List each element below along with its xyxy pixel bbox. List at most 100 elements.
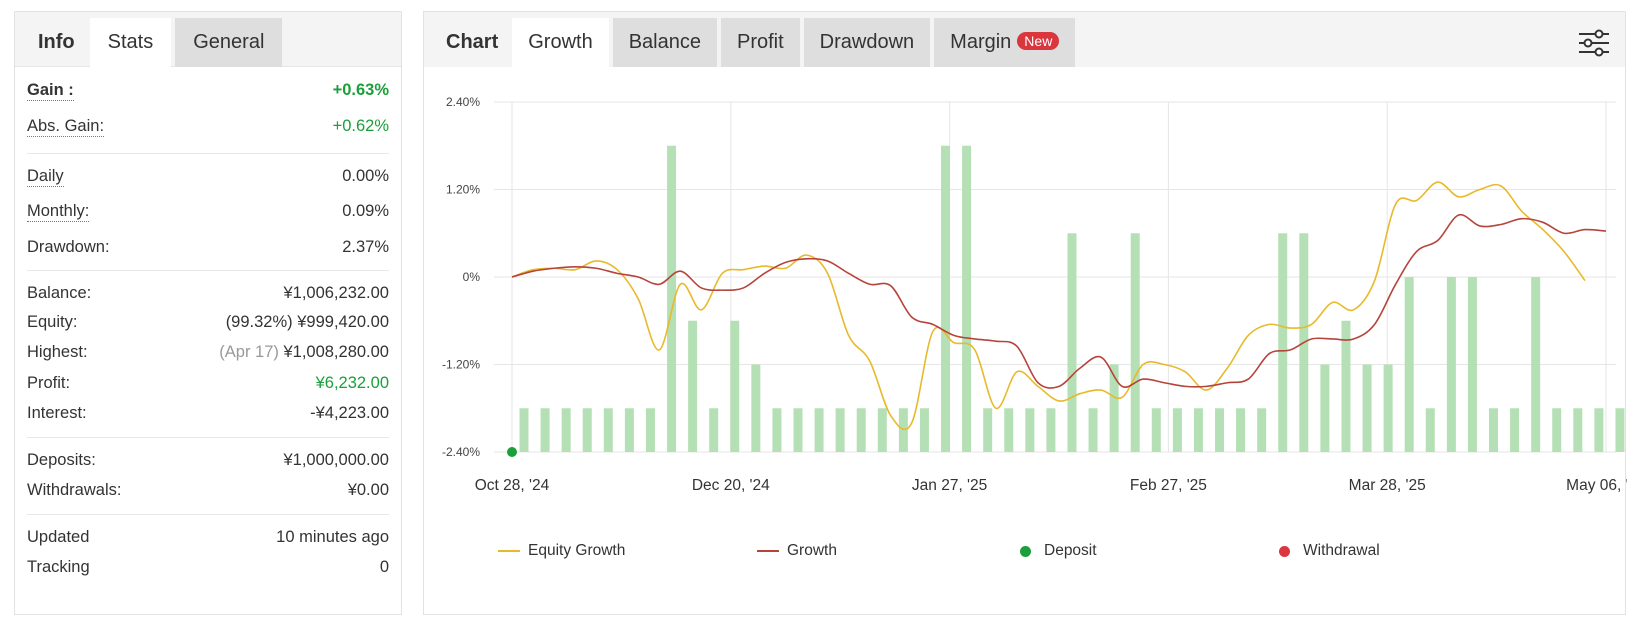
- bar: [1489, 408, 1499, 452]
- legend-growth[interactable]: Growth: [757, 542, 837, 560]
- deposits-value: ¥1,000,000.00: [283, 450, 389, 469]
- bar: [1046, 408, 1056, 452]
- bar: [1193, 408, 1203, 452]
- bar: [1257, 408, 1267, 452]
- bar: [1510, 408, 1520, 452]
- x-tick-label: May 06, '25: [1566, 477, 1627, 494]
- tab-growth[interactable]: Growth: [512, 18, 609, 67]
- bar: [519, 408, 529, 452]
- bar: [877, 408, 887, 452]
- bar: [962, 145, 972, 452]
- bar: [1236, 408, 1246, 452]
- stats-tabs: Info Stats General: [15, 12, 401, 67]
- tab-general[interactable]: General: [175, 18, 283, 67]
- drawdown-row: Drawdown: 2.37%: [27, 230, 389, 264]
- balance-row: Balance: ¥1,006,232.00: [27, 271, 389, 307]
- tab-info[interactable]: Info: [38, 31, 75, 53]
- chart-legend: Equity Growth Growth Deposit Withdrawal: [424, 542, 1627, 572]
- legend-equity-label: Equity Growth: [528, 542, 626, 559]
- divider: [27, 437, 389, 438]
- y-tick-label: -2.40%: [442, 445, 480, 459]
- bar: [624, 408, 634, 452]
- daily-row: Daily 0.00%: [27, 154, 389, 192]
- tab-chart[interactable]: Chart: [446, 31, 499, 53]
- bar: [540, 408, 550, 452]
- chart-panel: Chart Growth Balance Profit Drawdown Mar…: [423, 11, 1637, 615]
- x-tick-label: Jan 27, '25: [912, 477, 987, 494]
- interest-label: Interest:: [27, 403, 87, 422]
- bar: [919, 408, 929, 452]
- series-line-growth: [511, 213, 1607, 389]
- gain-value: +0.63%: [332, 80, 389, 99]
- bar: [1172, 408, 1182, 452]
- interest-value: -¥4,223.00: [310, 403, 389, 422]
- equity-row: Equity: (99.32%) ¥999,420.00: [27, 307, 389, 337]
- bar: [1088, 408, 1098, 452]
- legend-deposit-label: Deposit: [1044, 542, 1097, 559]
- gain-label[interactable]: Gain :: [27, 80, 74, 101]
- stats-list: Gain : +0.63% Abs. Gain: +0.62% Daily 0.…: [15, 67, 401, 582]
- legend-equity-growth[interactable]: Equity Growth: [498, 542, 625, 560]
- sliders-icon[interactable]: [1577, 28, 1611, 58]
- bar: [709, 408, 719, 452]
- bar: [772, 408, 782, 452]
- deposit-point: [507, 447, 517, 457]
- y-tick-label: 2.40%: [446, 95, 480, 109]
- bar: [603, 408, 613, 452]
- balance-label: Balance:: [27, 283, 92, 302]
- monthly-label[interactable]: Monthly:: [27, 201, 90, 222]
- bar: [730, 320, 740, 452]
- bar: [1025, 408, 1035, 452]
- bar: [1594, 408, 1604, 452]
- updated-label: Updated: [27, 527, 90, 546]
- bar: [1004, 408, 1014, 452]
- x-tick-label: Mar 28, '25: [1349, 477, 1426, 494]
- bar: [983, 408, 993, 452]
- bar: [1446, 277, 1456, 452]
- bar: [1067, 233, 1077, 452]
- bar: [1151, 408, 1161, 452]
- new-badge: New: [1017, 32, 1060, 50]
- divider: [27, 514, 389, 515]
- growth-chart: 2.40% 1.20% 0% -1.20% -2.40% Oct 28, '24 Dec 2…: [424, 72, 1637, 542]
- bar: [941, 145, 951, 452]
- highest-label: Highest:: [27, 343, 88, 361]
- tracking-row: Tracking 0: [27, 552, 389, 582]
- tab-stats[interactable]: Stats: [89, 18, 172, 67]
- chart-tabs: Chart Growth Balance Profit Drawdown Mar…: [424, 12, 1625, 67]
- profit-row: Profit: ¥6,232.00: [27, 368, 389, 398]
- legend-withdrawal[interactable]: Withdrawal: [1279, 542, 1380, 560]
- legend-deposit[interactable]: Deposit: [1020, 542, 1097, 560]
- bar: [835, 408, 845, 452]
- legend-deposit-swatch: [1020, 545, 1031, 557]
- balance-value: ¥1,006,232.00: [283, 283, 389, 302]
- updated-row: Updated 10 minutes ago: [27, 515, 389, 552]
- bar: [814, 408, 824, 452]
- profit-value: ¥6,232.00: [315, 373, 389, 392]
- bar: [1615, 408, 1625, 452]
- tab-margin[interactable]: Margin New: [934, 18, 1076, 67]
- highest-row: Highest: (Apr 17) ¥1,008,280.00: [27, 337, 389, 368]
- abs-gain-label[interactable]: Abs. Gain:: [27, 116, 105, 137]
- tracking-value: 0: [379, 557, 389, 576]
- daily-label[interactable]: Daily: [27, 166, 64, 187]
- bar: [793, 408, 803, 452]
- y-tick-label: -1.20%: [442, 358, 480, 372]
- bar: [856, 408, 866, 452]
- tab-profit[interactable]: Profit: [720, 18, 800, 67]
- bar: [1467, 277, 1477, 452]
- drawdown-value: 2.37%: [342, 237, 389, 256]
- legend-growth-label: Growth: [787, 542, 837, 559]
- bar: [1215, 408, 1225, 452]
- tab-drawdown[interactable]: Drawdown: [803, 18, 931, 67]
- bar: [898, 408, 908, 452]
- daily-value: 0.00%: [342, 166, 389, 185]
- withdrawals-value: ¥0.00: [347, 480, 389, 499]
- withdrawals-row: Withdrawals: ¥0.00: [27, 475, 389, 505]
- tab-balance[interactable]: Balance: [612, 18, 717, 67]
- bar: [1109, 364, 1119, 452]
- x-tick-label: Oct 28, '24: [475, 477, 550, 494]
- tab-margin-label: Margin: [950, 31, 1012, 53]
- deposits-row: Deposits: ¥1,000,000.00: [27, 438, 389, 475]
- legend-equity-swatch: [498, 550, 520, 552]
